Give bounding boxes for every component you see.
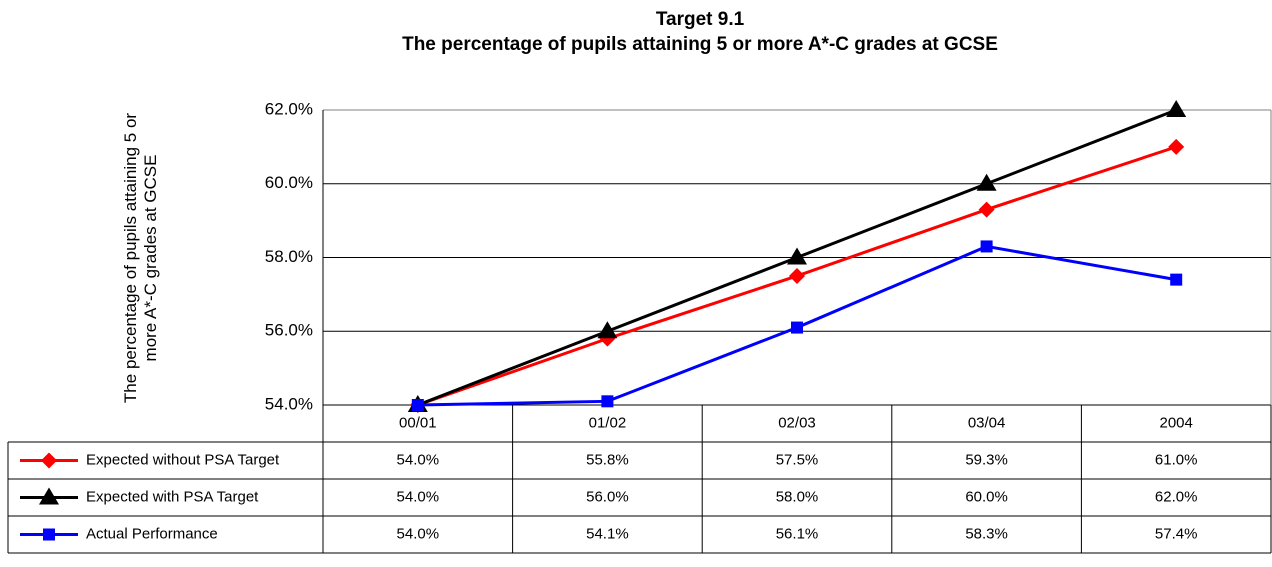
table-value: 58.3% <box>965 525 1008 542</box>
marker <box>791 321 803 334</box>
marker <box>1168 138 1185 155</box>
marker <box>411 399 424 411</box>
table-value: 58.0% <box>776 488 819 505</box>
table-value: 54.1% <box>586 525 629 542</box>
table-value: 57.5% <box>776 451 819 468</box>
y-tick-label: 60.0% <box>265 173 313 192</box>
y-tick-label: 54.0% <box>265 394 313 413</box>
table-value: 56.0% <box>586 488 629 505</box>
table-value: 60.0% <box>965 488 1008 505</box>
y-axis-label: The percentage of pupils attaining 5 or … <box>121 112 160 404</box>
x-tick-label: 02/03 <box>778 414 816 431</box>
table-value: 57.4% <box>1155 525 1198 542</box>
table-value: 54.0% <box>397 451 440 468</box>
marker <box>43 528 55 541</box>
table-value: 55.8% <box>586 451 629 468</box>
x-tick-label: 2004 <box>1160 414 1193 431</box>
table-value: 56.1% <box>776 525 819 542</box>
y-tick-label: 62.0% <box>265 99 313 118</box>
y-tick-label: 58.0% <box>265 247 313 266</box>
table-value: 61.0% <box>1155 451 1198 468</box>
marker <box>978 201 995 218</box>
marker <box>1166 100 1187 117</box>
marker <box>789 267 805 284</box>
marker <box>41 452 57 469</box>
x-tick-label: 03/04 <box>968 414 1006 431</box>
table-value: 54.0% <box>397 488 440 505</box>
x-tick-label: 00/01 <box>399 414 437 431</box>
table-value: 62.0% <box>1155 488 1198 505</box>
marker <box>980 240 993 253</box>
marker <box>1170 273 1183 286</box>
marker <box>787 247 807 265</box>
x-tick-label: 01/02 <box>589 414 627 431</box>
marker <box>39 487 59 505</box>
marker <box>601 395 614 408</box>
legend-label: Actual Performance <box>86 525 218 542</box>
y-tick-label: 56.0% <box>265 321 313 340</box>
marker <box>597 321 618 339</box>
legend-label: Expected with PSA Target <box>86 488 259 505</box>
chart-subtitle: The percentage of pupils attaining 5 or … <box>402 34 998 55</box>
legend-label: Expected without PSA Target <box>86 451 280 468</box>
chart-title: Target 9.1 <box>656 9 745 30</box>
table-value: 59.3% <box>965 451 1008 468</box>
marker <box>976 173 997 191</box>
table-value: 54.0% <box>397 525 440 542</box>
